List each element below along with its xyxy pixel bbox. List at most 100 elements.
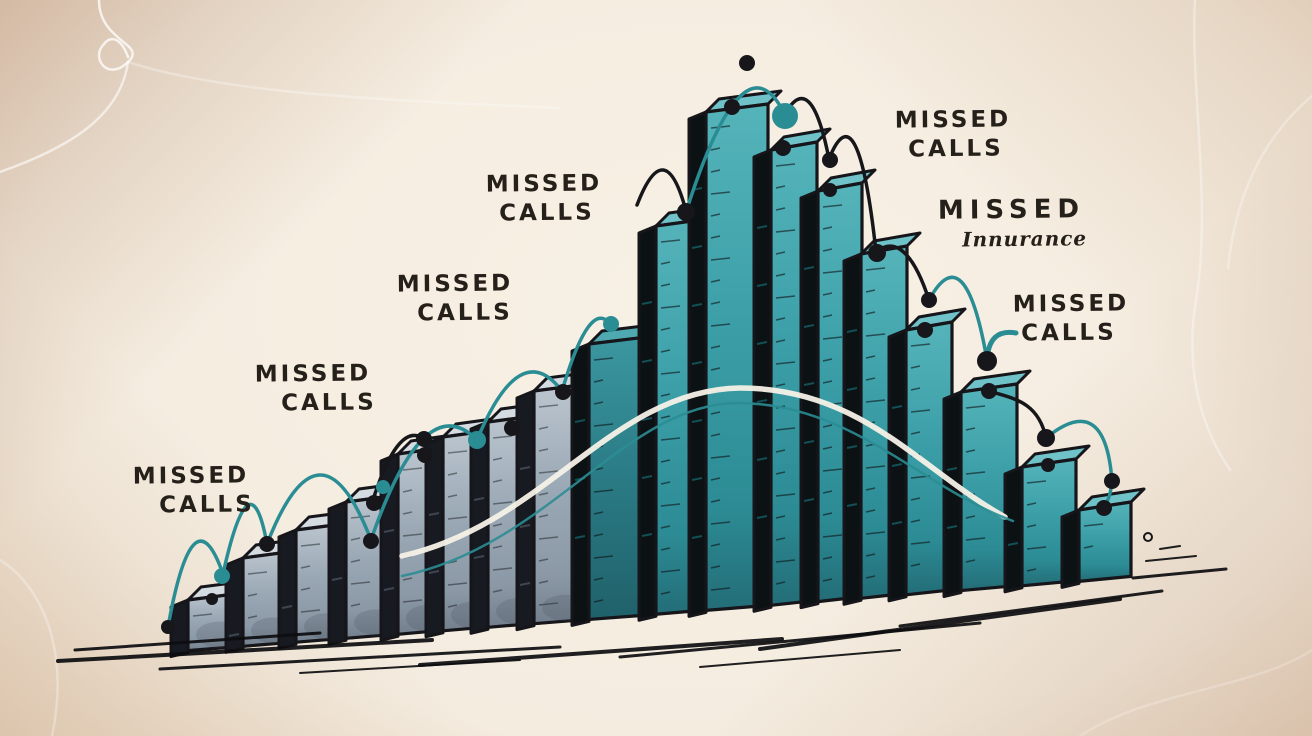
bounce-arc-black <box>635 168 688 213</box>
bar-hatch-tick <box>865 333 886 337</box>
bar-hatch-tick <box>247 615 258 619</box>
bar-side-streak <box>756 225 768 229</box>
ground-stroke <box>56 638 434 663</box>
bar-hatch-tick <box>660 569 681 573</box>
bar-side-streak <box>756 457 768 461</box>
bar-hatch-tick <box>865 465 886 469</box>
bar-side-face <box>842 252 863 606</box>
background-squiggle <box>1078 648 1312 736</box>
bar-hatch-tick <box>822 270 843 274</box>
bar-hatch-tick <box>710 499 721 503</box>
bar-hatch-tick <box>593 511 604 515</box>
bar-side-streak <box>641 417 653 421</box>
bar-hatch-tick <box>660 349 671 353</box>
bar-side-streak <box>331 577 343 581</box>
bar-hatch-tick <box>447 516 468 520</box>
bar-side-streak <box>803 498 815 502</box>
bar-hatch-tick <box>710 367 721 371</box>
bar-hatch-tick <box>822 490 833 494</box>
black-dot <box>366 495 382 511</box>
bar-hatch-tick <box>660 503 681 507</box>
bell-curve-white <box>399 385 1008 559</box>
bar-hatch-tick <box>447 450 468 454</box>
black-dot <box>822 152 838 168</box>
black-dot <box>259 536 275 552</box>
bar-hatch-tick <box>710 235 721 239</box>
bar-hatch-tick <box>1026 524 1037 528</box>
bar-hatch-tick <box>660 393 671 397</box>
bar-hatch-tick <box>910 431 921 435</box>
bar-hatch-tick <box>350 581 371 585</box>
teal-dot <box>772 103 798 129</box>
black-dot <box>823 183 837 197</box>
bar-hatch-tick <box>965 427 976 431</box>
bar-hatch-tick <box>775 163 796 167</box>
bounce-arc-teal <box>221 502 269 576</box>
bar-hatch-tick <box>538 580 549 584</box>
bar-hatch-tick <box>822 512 833 516</box>
bar-hatch-tick <box>822 578 833 582</box>
bar-hatch-tick <box>300 609 321 613</box>
bar-side-streak <box>473 497 485 501</box>
bar-hatch-tick <box>300 543 321 547</box>
bar-side-streak <box>281 605 293 609</box>
bar-side-streak <box>641 533 653 537</box>
bar-hatch-tick <box>775 361 796 365</box>
bar-hatch-tick <box>538 558 549 562</box>
bar-side-streak <box>891 521 903 525</box>
bar-hatch-tick <box>660 415 671 419</box>
bar-hatch-tick <box>865 377 876 381</box>
bar-side-streak <box>383 529 395 533</box>
bar-side-face <box>570 342 591 627</box>
bar-hatch-tick <box>492 523 503 527</box>
bar-hatch-tick <box>1026 546 1047 550</box>
bounce-arc-black <box>827 135 878 254</box>
bar-side-streak <box>946 525 958 529</box>
bar-hatch-tick <box>822 380 833 384</box>
black-dot <box>363 533 379 549</box>
bar-hatch-tick <box>247 593 258 597</box>
bar-hatch-tick <box>593 533 604 537</box>
bar-hatch-tick <box>775 493 796 497</box>
black-dot <box>724 99 740 115</box>
bar-side-streak <box>891 463 903 467</box>
ground-stroke <box>618 621 982 659</box>
bar-group <box>169 89 1146 659</box>
bar-hatch-tick <box>1026 568 1037 572</box>
bar-side-streak <box>428 570 440 574</box>
bar-side-streak <box>574 419 586 423</box>
bar-hatch-tick <box>775 471 786 475</box>
bar-hatch-tick <box>660 591 671 595</box>
black-dot <box>977 351 997 371</box>
bounce-arc-teal <box>1044 419 1114 483</box>
bar-hatch-tick <box>492 589 503 593</box>
bar <box>887 307 967 603</box>
bar-hatch-tick <box>350 603 361 607</box>
bar-hatch-tick <box>775 559 796 563</box>
bar-hatch-tick <box>300 587 311 591</box>
bar-hatch-tick <box>447 604 458 608</box>
bar-side-streak <box>803 382 815 386</box>
black-dot <box>677 203 695 221</box>
bar-hatch-tick <box>538 492 549 496</box>
bar-hatch-tick <box>660 437 681 441</box>
bar-hatch-tick <box>865 267 886 271</box>
bar-side-streak <box>1007 542 1019 546</box>
bar-hatch-tick <box>350 559 361 563</box>
bar-hatch-tick <box>710 455 731 459</box>
bar-side-streak <box>756 399 768 403</box>
bar-hatch-tick <box>910 497 921 501</box>
ground-stroke <box>758 597 1122 651</box>
bar-hatch-tick <box>822 556 833 560</box>
bar-hatch-tick <box>710 565 721 569</box>
bar-side-streak <box>574 535 586 539</box>
bar-hatch-tick <box>910 343 931 347</box>
bar-side-streak <box>756 515 768 519</box>
bar-hatch-tick <box>710 323 731 327</box>
bar-hatch-tick <box>822 204 843 208</box>
black-dot <box>1037 429 1055 447</box>
bar-hatch-tick <box>538 448 549 452</box>
bar-hatch-tick <box>1026 480 1047 484</box>
bar-side-streak <box>519 466 531 470</box>
bar <box>1060 487 1146 589</box>
